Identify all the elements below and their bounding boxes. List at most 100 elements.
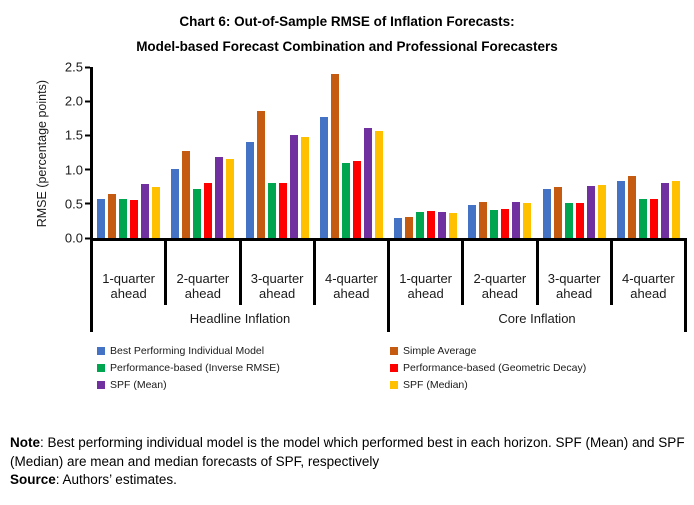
bar-series6-group7	[597, 185, 606, 238]
legend-item-5: SPF (Mean)	[97, 379, 390, 391]
bar-series3-group7	[564, 203, 573, 238]
x-group-label-6: 2-quarter ahead	[464, 241, 539, 305]
legend: Best Performing Individual Model Simple A…	[97, 345, 694, 391]
x-group-label-text: 1-quarter ahead	[399, 271, 452, 301]
chart-title: Chart 6: Out-of-Sample RMSE of Inflation…	[0, 0, 694, 59]
x-group-label-text: 3-quarter ahead	[250, 271, 304, 301]
legend-item-4: Performance-based (Geometric Decay)	[390, 362, 694, 374]
legend-swatch-icon	[97, 364, 105, 372]
bar-series1-group5	[394, 218, 403, 238]
bar-series1-group7	[542, 189, 551, 238]
legend-label: SPF (Mean)	[110, 379, 167, 391]
x-group-label-text: 4-quarter ahead	[622, 271, 675, 301]
bar-series4-group7	[575, 203, 584, 238]
y-tick-1.5: 1.5	[65, 128, 90, 143]
legend-label: Performance-based (Inverse RMSE)	[110, 362, 280, 374]
legend-swatch-icon	[390, 381, 398, 389]
legend-label: Simple Average	[403, 345, 477, 357]
bar-series2-group7	[553, 187, 562, 238]
y-tick-label: 2.5	[64, 59, 83, 75]
x-axis-group-labels: 1-quarter ahead 2-quarter ahead 3-quarter ahe…	[90, 241, 687, 305]
bar-series4-group8	[649, 199, 658, 238]
y-axis-title: RMSE (percentage points)	[35, 80, 49, 228]
y-tick-2.5: 2.5	[65, 60, 90, 75]
x-group-label-text: 1-quarter ahead	[102, 271, 155, 301]
chart-title-line2: Model-based Forecast Combination and Pro…	[136, 39, 558, 54]
bar-series6-group5	[449, 213, 458, 238]
bar-series4-group1	[130, 200, 139, 238]
bar-group-3	[242, 67, 316, 238]
y-tick-0.0: 0.0	[65, 231, 90, 246]
bar-series2-group5	[405, 217, 414, 238]
bar-series5-group1	[141, 184, 150, 238]
bar-group-2	[167, 67, 241, 238]
y-tick-2.0: 2.0	[65, 94, 90, 109]
y-tick-mark	[85, 237, 90, 239]
y-tick-0.5: 0.5	[65, 196, 90, 211]
legend-item-2: Simple Average	[390, 345, 694, 357]
bar-group-4	[316, 67, 390, 238]
bar-series3-group4	[341, 163, 350, 238]
x-group-label-text: 3-quarter ahead	[547, 271, 601, 301]
bar-series5-group5	[438, 212, 447, 238]
x-section-label-2: Core Inflation	[390, 305, 687, 332]
y-tick-label: 0.5	[64, 196, 83, 212]
bar-series4-group5	[427, 211, 436, 238]
bar-series5-group7	[586, 186, 595, 238]
legend-label: Performance-based (Geometric Decay)	[403, 362, 587, 374]
plot-area	[90, 67, 687, 241]
bar-series6-group3	[300, 137, 309, 238]
bar-chart: RMSE (percentage points) 2.5 2.0 1.5 1.0 0.5…	[32, 60, 694, 332]
bar-series3-group6	[490, 210, 499, 238]
y-tick-mark	[85, 202, 90, 205]
chart-title-line1: Chart 6: Out-of-Sample RMSE of Inflation…	[179, 14, 515, 29]
note-line: Note: Best performing individual model i…	[10, 434, 688, 471]
x-group-label-1: 1-quarter ahead	[93, 241, 168, 305]
bar-series1-group8	[616, 181, 625, 238]
x-group-label-3: 3-quarter ahead	[242, 241, 316, 305]
legend-item-1: Best Performing Individual Model	[97, 345, 390, 357]
bar-series6-group4	[374, 131, 383, 238]
bar-group-7	[539, 67, 613, 238]
notes-block: Note: Best performing individual model i…	[10, 434, 688, 490]
source-line: Source: Authors’ estimates.	[10, 471, 688, 490]
bar-series2-group6	[479, 202, 488, 238]
bar-series6-group6	[523, 203, 532, 238]
note-text: : Best performing individual model is th…	[10, 435, 685, 469]
bar-series1-group4	[319, 117, 328, 238]
bar-series3-group8	[638, 199, 647, 238]
bar-series4-group2	[204, 183, 213, 238]
bar-series2-group4	[330, 74, 339, 238]
y-tick-mark	[85, 168, 90, 171]
bar-group-5	[390, 67, 464, 238]
bar-series5-group6	[512, 202, 521, 238]
bar-series6-group1	[152, 187, 161, 238]
x-group-label-7: 3-quarter ahead	[539, 241, 613, 305]
bar-group-8	[613, 67, 687, 238]
x-group-label-text: 2-quarter ahead	[473, 271, 527, 301]
bar-series6-group8	[671, 181, 680, 238]
bar-series1-group3	[245, 142, 254, 238]
bar-series2-group8	[627, 176, 636, 238]
legend-item-3: Performance-based (Inverse RMSE)	[97, 362, 390, 374]
bar-series4-group4	[352, 161, 361, 238]
bar-series5-group3	[289, 135, 298, 238]
bar-series6-group2	[226, 159, 235, 238]
legend-label: Best Performing Individual Model	[110, 345, 265, 357]
y-tick-label: 2.0	[64, 93, 83, 109]
x-group-label-4: 4-quarter ahead	[316, 241, 390, 305]
bar-series2-group2	[182, 151, 191, 238]
bar-series1-group1	[97, 199, 106, 238]
y-tick-label: 0.0	[64, 230, 83, 246]
bar-series4-group6	[501, 209, 510, 238]
legend-label: SPF (Median)	[403, 379, 468, 391]
bar-group-1	[93, 67, 167, 238]
legend-item-6: SPF (Median)	[390, 379, 694, 391]
x-axis-section-labels: Headline Inflation Core Inflation	[90, 305, 687, 332]
y-axis-title-container: RMSE (percentage points)	[32, 67, 52, 241]
bar-series5-group2	[215, 157, 224, 238]
bar-series5-group8	[660, 183, 669, 238]
bar-series3-group2	[193, 189, 202, 238]
legend-swatch-icon	[390, 347, 398, 355]
